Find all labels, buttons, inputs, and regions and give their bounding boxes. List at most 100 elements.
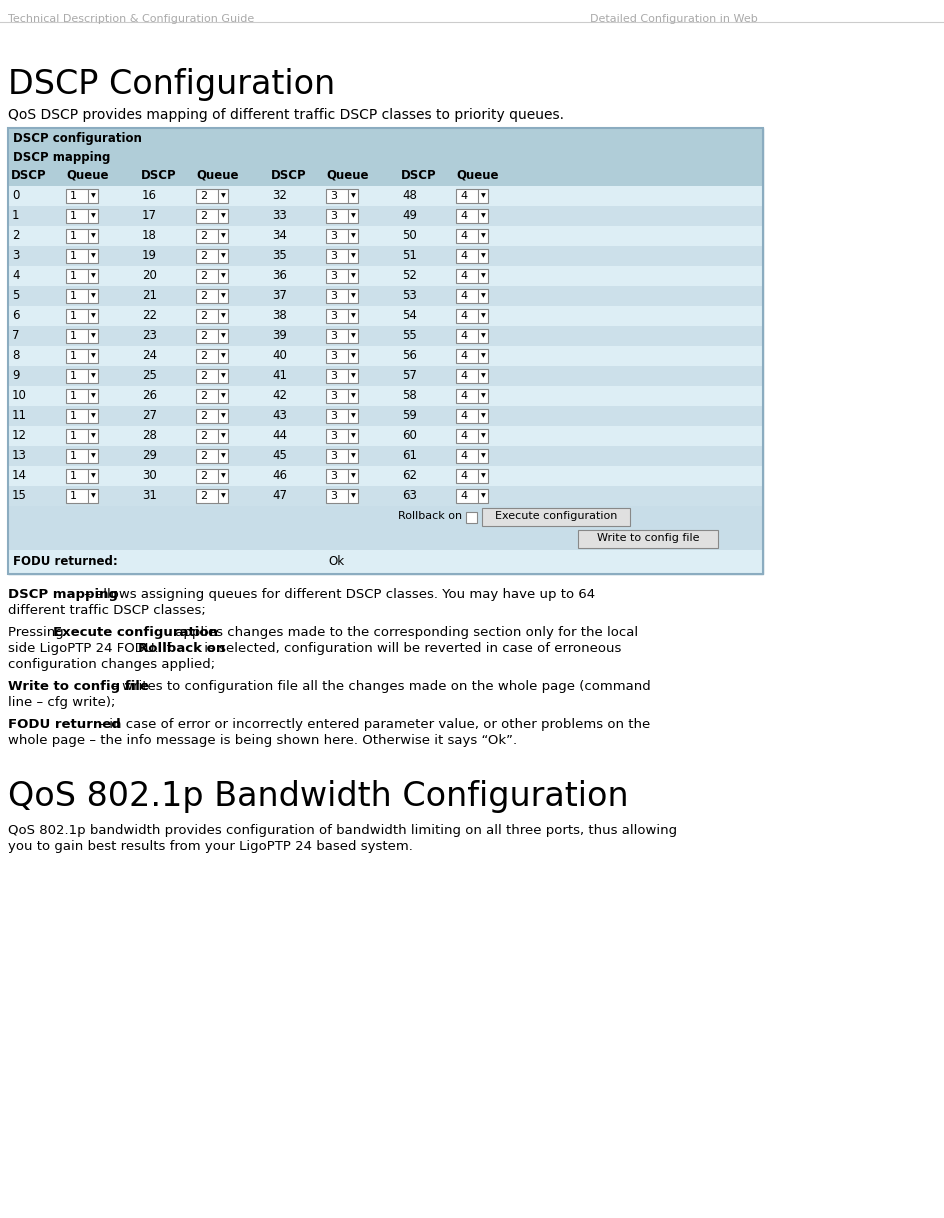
Text: ▼: ▼ (91, 353, 95, 358)
Bar (456, 329, 488, 343)
Bar (66, 488, 98, 503)
Text: 15: 15 (12, 488, 26, 502)
Text: 1: 1 (70, 451, 77, 460)
Text: 4: 4 (460, 291, 467, 301)
Bar (456, 409, 488, 423)
Bar (196, 389, 228, 403)
Text: Detailed Configuration in Web: Detailed Configuration in Web (590, 13, 758, 24)
Text: ▼: ▼ (221, 434, 226, 438)
Text: 9: 9 (12, 369, 20, 382)
Bar (326, 229, 358, 244)
Bar (66, 389, 98, 403)
Text: ▼: ▼ (91, 194, 95, 199)
Bar (326, 309, 358, 323)
Text: 2: 2 (200, 351, 207, 361)
Bar (326, 389, 358, 403)
Text: Queue: Queue (326, 169, 368, 181)
Text: 4: 4 (460, 311, 467, 322)
Bar (196, 229, 228, 244)
Text: 4: 4 (460, 431, 467, 441)
Text: 23: 23 (142, 329, 157, 342)
Text: ▼: ▼ (350, 493, 355, 498)
Text: 48: 48 (402, 189, 417, 202)
Bar (66, 189, 98, 203)
Text: ▼: ▼ (221, 313, 226, 318)
Text: 4: 4 (460, 471, 467, 481)
Text: ▼: ▼ (221, 194, 226, 199)
Text: 60: 60 (402, 429, 417, 442)
Bar (326, 248, 358, 263)
Bar (8, 386, 763, 406)
Text: ▼: ▼ (350, 453, 355, 458)
Text: 4: 4 (460, 211, 467, 220)
Text: 3: 3 (330, 211, 337, 220)
Bar (196, 209, 228, 223)
Text: ▼: ▼ (480, 294, 485, 298)
Text: ▼: ▼ (91, 474, 95, 479)
Bar (196, 309, 228, 323)
Text: 1: 1 (70, 231, 77, 241)
Bar (8, 346, 763, 365)
Text: 1: 1 (70, 270, 77, 281)
Bar (326, 269, 358, 283)
Bar (456, 309, 488, 323)
Bar (8, 466, 763, 486)
Text: ▼: ▼ (221, 493, 226, 498)
Text: ▼: ▼ (350, 474, 355, 479)
Text: ▼: ▼ (91, 334, 95, 339)
Text: 25: 25 (142, 369, 157, 382)
Bar (456, 350, 488, 363)
Bar (456, 389, 488, 403)
Text: Pressing: Pressing (8, 626, 68, 639)
Text: 2: 2 (200, 191, 207, 201)
Text: 39: 39 (272, 329, 287, 342)
Bar (456, 189, 488, 203)
Bar (8, 128, 763, 574)
Text: ▼: ▼ (480, 353, 485, 358)
Text: ▼: ▼ (350, 434, 355, 438)
Bar (456, 469, 488, 484)
Text: 3: 3 (330, 391, 337, 401)
Text: ▼: ▼ (480, 374, 485, 379)
Bar (578, 530, 718, 548)
Text: 32: 32 (272, 189, 287, 202)
Text: ▼: ▼ (350, 213, 355, 218)
Bar (326, 329, 358, 343)
Bar (326, 209, 358, 223)
Text: ▼: ▼ (350, 294, 355, 298)
Bar (196, 469, 228, 484)
Text: Execute configuration: Execute configuration (53, 626, 218, 639)
Text: 3: 3 (330, 231, 337, 241)
Bar (456, 429, 488, 443)
Text: ▼: ▼ (350, 374, 355, 379)
Text: 43: 43 (272, 409, 287, 421)
Text: different traffic DSCP classes;: different traffic DSCP classes; (8, 604, 206, 618)
Text: ▼: ▼ (91, 313, 95, 318)
Bar (66, 409, 98, 423)
Text: ▼: ▼ (91, 493, 95, 498)
Text: ▼: ▼ (91, 453, 95, 458)
Text: applies changes made to the corresponding section only for the local: applies changes made to the correspondin… (171, 626, 638, 639)
Text: 63: 63 (402, 488, 417, 502)
Bar (196, 488, 228, 503)
Text: FODU returned:: FODU returned: (13, 555, 118, 568)
Text: ▼: ▼ (221, 393, 226, 398)
Text: ▼: ▼ (221, 413, 226, 419)
Text: 2: 2 (200, 251, 207, 261)
Text: 3: 3 (12, 248, 20, 262)
Text: ▼: ▼ (91, 393, 95, 398)
Text: ▼: ▼ (350, 274, 355, 279)
Text: ▼: ▼ (350, 413, 355, 419)
Text: 2: 2 (200, 331, 207, 341)
Text: 2: 2 (200, 371, 207, 381)
Text: configuration changes applied;: configuration changes applied; (8, 658, 215, 671)
Text: 1: 1 (70, 191, 77, 201)
Text: DSCP: DSCP (271, 169, 307, 181)
Bar (66, 329, 98, 343)
Text: 3: 3 (330, 431, 337, 441)
Text: FODU returned: FODU returned (8, 717, 121, 731)
Text: 4: 4 (460, 331, 467, 341)
Text: Queue: Queue (456, 169, 498, 181)
Bar (66, 229, 98, 244)
Bar (8, 505, 763, 527)
